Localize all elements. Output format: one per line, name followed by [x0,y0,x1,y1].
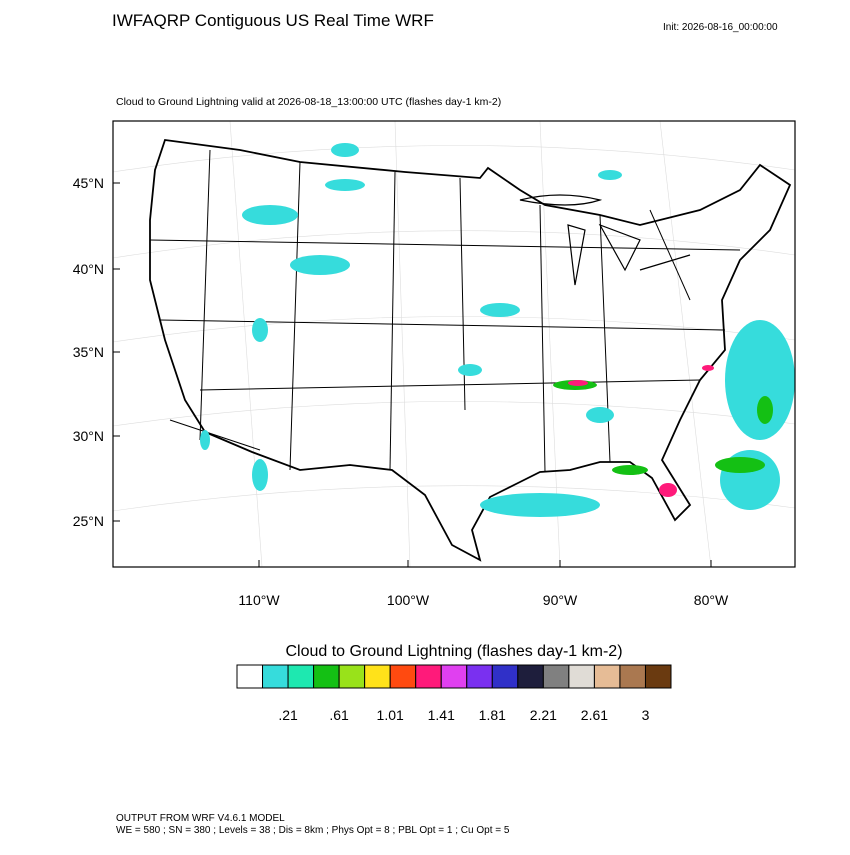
lakes [519,194,691,286]
title: IWFAQRP Contiguous US Real Time WRF [112,11,434,30]
lightning-field-max [568,365,714,497]
map-bg [113,121,795,567]
lat-label: 30°N [73,428,104,444]
colorbar-box [568,664,595,689]
colorbar-label: 1.01 [377,707,404,723]
colorbar-box [389,664,417,689]
colorbar-box [287,664,315,689]
lon-label: 110°W [238,592,280,608]
colorbar-box [517,664,544,689]
lat-labels: 45°N 40°N 35°N 30°N 25°N [73,175,120,529]
colorbar-box [619,664,646,689]
map-frame [112,120,796,568]
colorbar-box [491,664,519,689]
lat-label: 25°N [73,513,104,529]
colorbar-label: 2.61 [581,707,608,723]
colorbar-box [364,664,391,689]
map: 45°N 40°N 35°N 30°N 25°N 110°W 100°W 90°W 80°W [73,120,796,608]
colorbar-label: 3 [642,707,650,723]
colorbar-box [262,664,289,689]
lat-label: 40°N [73,261,104,277]
colorbar-label: 1.81 [479,707,506,723]
lon-label: 100°W [387,592,430,608]
init-time: Init: 2026-08-16_00:00:00 [663,22,778,33]
colorbar-box [236,664,264,689]
subtitle: Cloud to Ground Lightning valid at 2026-… [116,96,501,108]
colorbar-label: 1.41 [428,707,455,723]
colorbar-label: 2.21 [530,707,557,723]
colorbar-box [415,664,442,689]
footer-line: WE = 580 ; SN = 380 ; Levels = 38 ; Dis … [116,825,510,836]
us-outline [149,139,792,562]
colorbar-box [542,664,570,689]
lon-labels: 110°W 100°W 90°W 80°W [238,560,729,608]
lat-label: 35°N [73,344,104,360]
footer-line: OUTPUT FROM WRF V4.6.1 MODEL [116,813,285,824]
colorbar: .21 .61 1.01 1.41 1.81 2.21 2.61 3 [236,664,672,723]
colorbar-box [466,664,493,689]
colorbar-box [593,664,621,689]
lon-label: 80°W [694,592,729,608]
lat-label: 45°N [73,175,104,191]
colorbar-label: .61 [329,707,349,723]
colorbar-title: Cloud to Ground Lightning (flashes day-1… [285,643,622,660]
colorbar-box [313,664,340,689]
lon-label: 90°W [543,592,578,608]
colorbar-box [440,664,468,689]
colorbar-box [644,664,672,689]
graticule [112,120,796,568]
colorbar-box [338,664,366,689]
colorbar-label: .21 [278,707,298,723]
